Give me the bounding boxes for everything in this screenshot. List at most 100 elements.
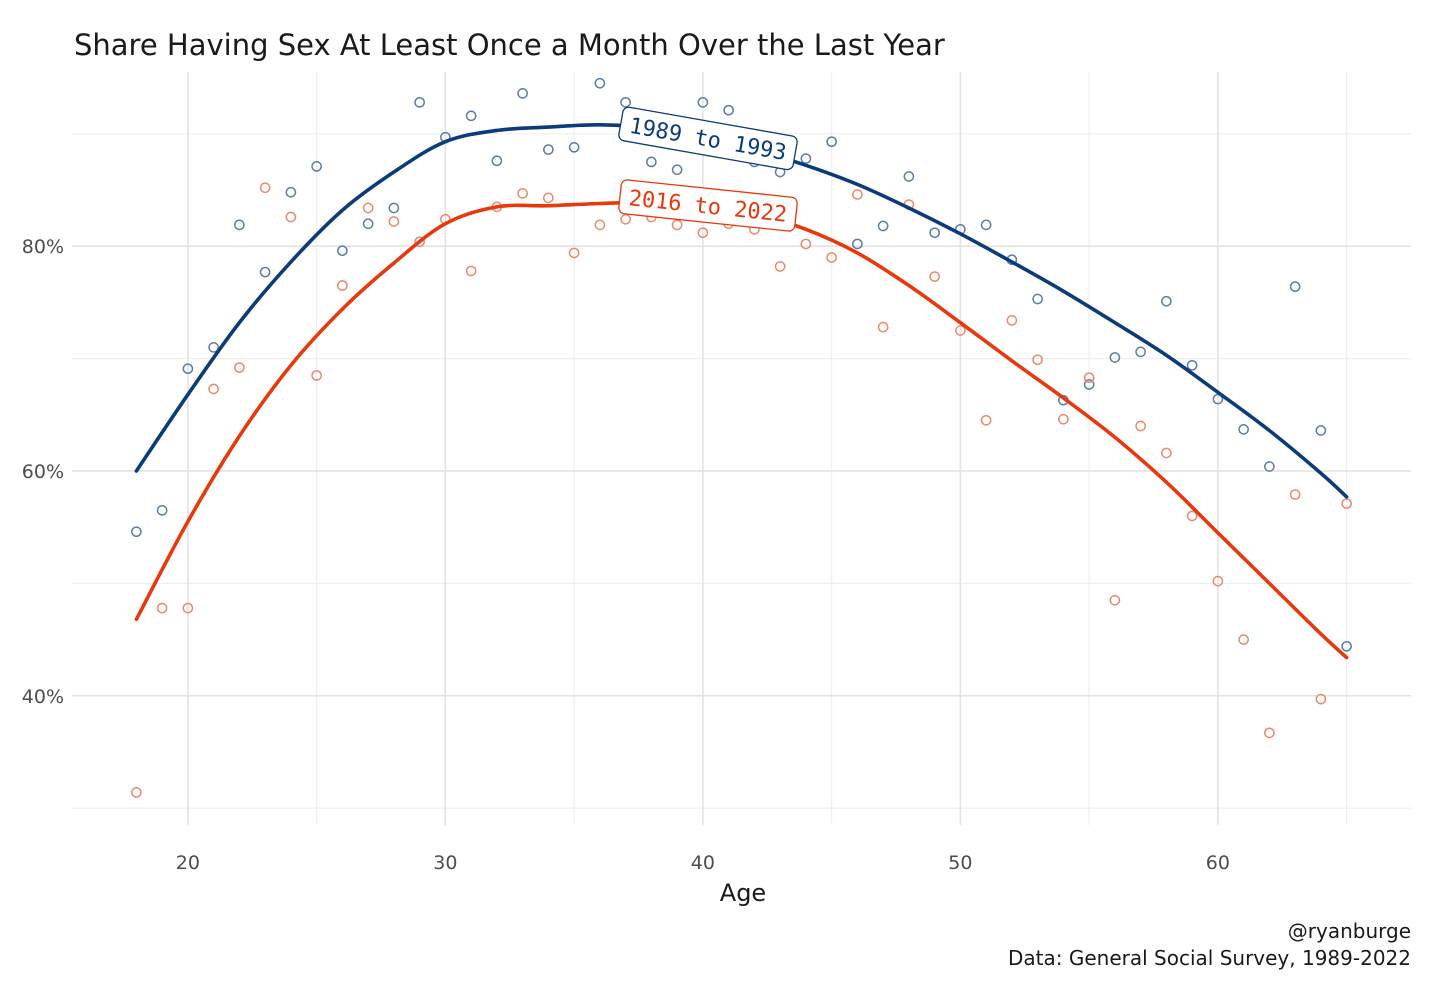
data-point-series-2 bbox=[852, 189, 863, 200]
data-point-series-2 bbox=[311, 370, 322, 381]
data-point-series-1 bbox=[929, 227, 940, 239]
data-point-series-1 bbox=[1264, 461, 1275, 472]
data-point-series-1 bbox=[1238, 424, 1249, 435]
data-point-series-2 bbox=[671, 219, 683, 231]
data-point-series-1 bbox=[903, 171, 915, 182]
data-point-series-2 bbox=[1212, 575, 1224, 587]
data-point-series-2 bbox=[1264, 727, 1275, 739]
data-point-series-2 bbox=[517, 188, 528, 199]
data-point-series-2 bbox=[234, 362, 245, 373]
data-point-series-2 bbox=[1109, 594, 1121, 606]
data-point-series-1 bbox=[517, 88, 528, 99]
data-point-series-2 bbox=[955, 325, 966, 336]
data-point-series-2 bbox=[208, 383, 219, 395]
data-point-series-2 bbox=[131, 787, 142, 798]
x-tick-label: 50 bbox=[948, 852, 972, 874]
y-tick-label: 80% bbox=[22, 236, 64, 258]
data-point-series-1 bbox=[234, 219, 245, 231]
data-point-series-2 bbox=[1161, 447, 1172, 459]
data-point-series-1 bbox=[877, 220, 889, 232]
series-label-1: 1989 to 1993 bbox=[618, 106, 798, 171]
data-point-series-1 bbox=[311, 161, 322, 172]
data-point-series-1 bbox=[852, 238, 863, 250]
data-point-series-2 bbox=[156, 602, 168, 614]
data-point-series-1 bbox=[131, 526, 142, 538]
data-point-series-1 bbox=[671, 164, 683, 176]
data-point-series-2 bbox=[259, 182, 271, 194]
caption-source: Data: General Social Survey, 1989-2022 bbox=[1008, 946, 1411, 970]
data-point-series-2 bbox=[1006, 315, 1018, 326]
series-label-2: 2016 to 2022 bbox=[618, 179, 798, 232]
data-point-series-1 bbox=[826, 136, 837, 148]
data-point-series-2 bbox=[285, 211, 297, 223]
x-axis-ticks: 20 30 40 50 60 bbox=[176, 852, 1230, 874]
data-point-series-1 bbox=[1083, 379, 1095, 390]
data-point-series-2 bbox=[1315, 693, 1327, 705]
data-point-series-1 bbox=[1109, 352, 1121, 363]
data-point-series-2 bbox=[568, 247, 580, 259]
smooth-line-series-2 bbox=[134, 200, 1349, 660]
data-point-series-1 bbox=[465, 110, 477, 122]
data-point-series-2 bbox=[388, 216, 400, 227]
data-point-series-1 bbox=[980, 219, 992, 231]
y-tick-label: 60% bbox=[22, 461, 64, 483]
data-point-series-2 bbox=[1186, 510, 1198, 522]
data-point-series-2 bbox=[1032, 354, 1043, 366]
x-tick-label: 30 bbox=[433, 852, 457, 874]
data-point-series-1 bbox=[1032, 293, 1043, 305]
data-point-series-1 bbox=[723, 104, 734, 116]
data-point-series-2 bbox=[620, 213, 631, 225]
grid bbox=[72, 72, 1411, 825]
data-point-series-1 bbox=[620, 96, 631, 108]
data-point-series-1 bbox=[1135, 346, 1146, 358]
data-point-series-1 bbox=[285, 186, 297, 198]
data-point-series-1 bbox=[543, 144, 554, 155]
data-point-series-2 bbox=[414, 236, 425, 248]
data-point-series-2 bbox=[182, 602, 194, 614]
data-point-series-2 bbox=[543, 192, 554, 204]
data-point-series-1 bbox=[414, 96, 425, 108]
data-point-series-2 bbox=[1341, 498, 1352, 509]
data-point-series-1 bbox=[208, 342, 219, 353]
x-axis-title: Age bbox=[720, 879, 766, 907]
data-point-series-2 bbox=[929, 271, 940, 282]
data-point-series-1 bbox=[646, 156, 657, 168]
series-labels: 1989 to 1993 2016 to 2022 bbox=[618, 106, 798, 232]
data-point-series-1 bbox=[800, 153, 812, 164]
data-point-series-2 bbox=[826, 252, 837, 263]
data-point-series-1 bbox=[1186, 359, 1198, 371]
data-point-series-1 bbox=[1289, 281, 1301, 293]
data-point-series-1 bbox=[697, 96, 709, 108]
y-axis-ticks: 40% 60% 80% bbox=[22, 236, 64, 708]
data-point-series-1 bbox=[594, 77, 606, 89]
series-label-box-2 bbox=[618, 179, 798, 232]
data-point-series-1 bbox=[337, 245, 348, 257]
smooth-line-series-1 bbox=[134, 123, 1349, 499]
data-point-series-1 bbox=[388, 202, 400, 214]
data-point-series-2 bbox=[594, 219, 606, 231]
data-points bbox=[131, 77, 1352, 798]
data-point-series-1 bbox=[156, 504, 168, 516]
data-point-series-2 bbox=[1289, 489, 1301, 500]
data-point-series-1 bbox=[1341, 640, 1352, 652]
data-point-series-2 bbox=[1238, 634, 1249, 645]
data-point-series-1 bbox=[259, 266, 271, 278]
caption-handle: @ryanburge bbox=[1288, 919, 1411, 943]
x-tick-label: 40 bbox=[691, 852, 715, 874]
data-point-series-1 bbox=[1315, 425, 1327, 436]
data-point-series-2 bbox=[465, 265, 477, 277]
data-point-series-1 bbox=[1161, 295, 1172, 307]
data-point-series-2 bbox=[877, 321, 889, 333]
data-point-series-2 bbox=[697, 227, 709, 239]
data-point-series-2 bbox=[800, 238, 812, 250]
data-point-series-1 bbox=[182, 363, 194, 375]
x-tick-label: 20 bbox=[176, 852, 200, 874]
y-tick-label: 40% bbox=[22, 686, 64, 708]
data-point-series-2 bbox=[774, 261, 786, 272]
chart-title: Share Having Sex At Least Once a Month O… bbox=[74, 28, 945, 62]
data-point-series-2 bbox=[362, 202, 374, 214]
data-point-series-1 bbox=[362, 218, 374, 230]
data-point-series-1 bbox=[568, 141, 580, 153]
data-point-series-2 bbox=[337, 280, 348, 291]
